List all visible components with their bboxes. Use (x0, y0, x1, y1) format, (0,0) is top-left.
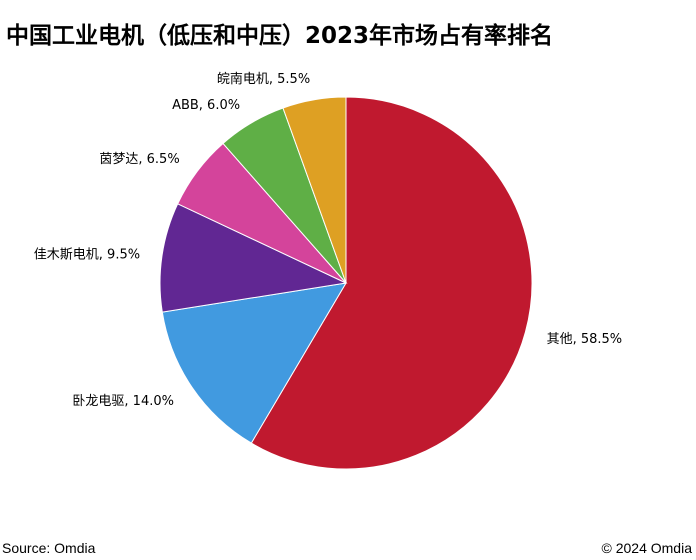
pie-slice-2 (159, 203, 348, 313)
pie-chart-svg: 其他, 58.5% 卧龙电驱, 14.0% 佳木斯电机, 9.5% 茵梦达, 6.5%… (34, 71, 622, 470)
pie-slices (159, 96, 533, 470)
pie-slice-label-1: 卧龙电驱, 14.0% (72, 394, 174, 409)
pie-chart: 其他, 58.5% 卧龙电驱, 14.0% 佳木斯电机, 9.5% 茵梦达, 6.5%… (0, 60, 696, 530)
pie-slice-1 (161, 282, 347, 444)
pie-slice-label-3: 茵梦达, 6.5% (99, 152, 179, 167)
pie-labels: 其他, 58.5% 卧龙电驱, 14.0% 佳木斯电机, 9.5% 茵梦达, 6.5%… (34, 71, 622, 409)
pie-slice-5 (282, 96, 347, 284)
source-note: Source: Omdia (2, 540, 96, 556)
pie-slice-0 (250, 96, 533, 470)
copyright-note: © 2024 Omdia (601, 540, 692, 556)
pie-slice-label-2: 佳木斯电机, 9.5% (34, 248, 140, 263)
pie-slice-label-0: 其他, 58.5% (547, 332, 623, 347)
pie-slice-label-4: ABB, 6.0% (172, 98, 240, 113)
pie-slice-label-5: 皖南电机, 5.5% (217, 71, 310, 87)
chart-title: 中国工业电机（低压和中压）2023年市场占有率排名 (6, 23, 554, 49)
